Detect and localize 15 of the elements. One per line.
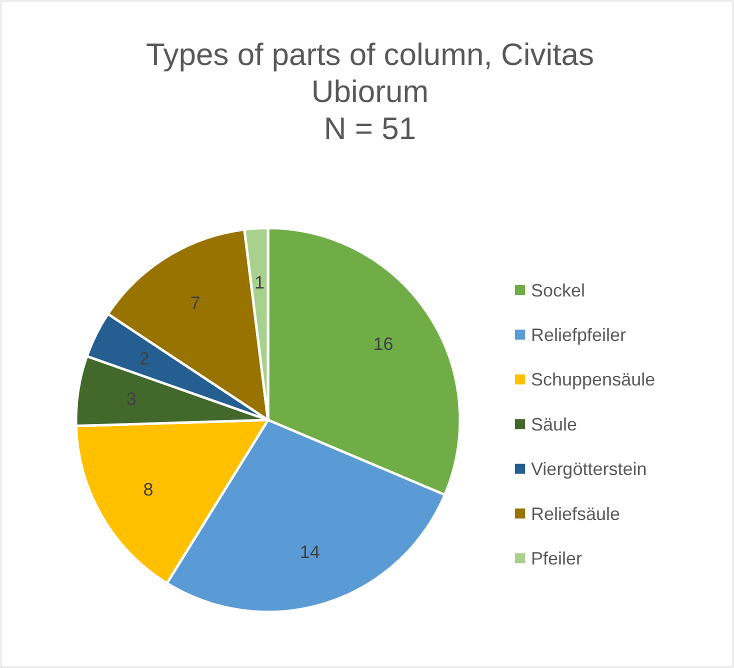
data-label: 16 [373, 334, 394, 354]
legend-label: Viergötterstein [531, 459, 647, 480]
legend-label: Reliefpfeiler [531, 325, 626, 345]
data-label: 8 [143, 479, 154, 500]
chart-subtitle: N = 51 [324, 111, 416, 146]
legend-label: Reliefsäule [531, 504, 620, 524]
data-label: 2 [139, 348, 150, 369]
data-label: 1 [254, 272, 264, 292]
legend-label: Sockel [531, 280, 586, 300]
chart-title: Types of parts of column, Civitas Ubiorum [146, 37, 594, 109]
data-label: 14 [300, 542, 320, 562]
legend-label: Säule [531, 414, 578, 434]
legend-label: Pfeiler [531, 548, 582, 568]
legend-label: Schuppensäule [531, 370, 656, 390]
data-label: 7 [190, 292, 200, 313]
